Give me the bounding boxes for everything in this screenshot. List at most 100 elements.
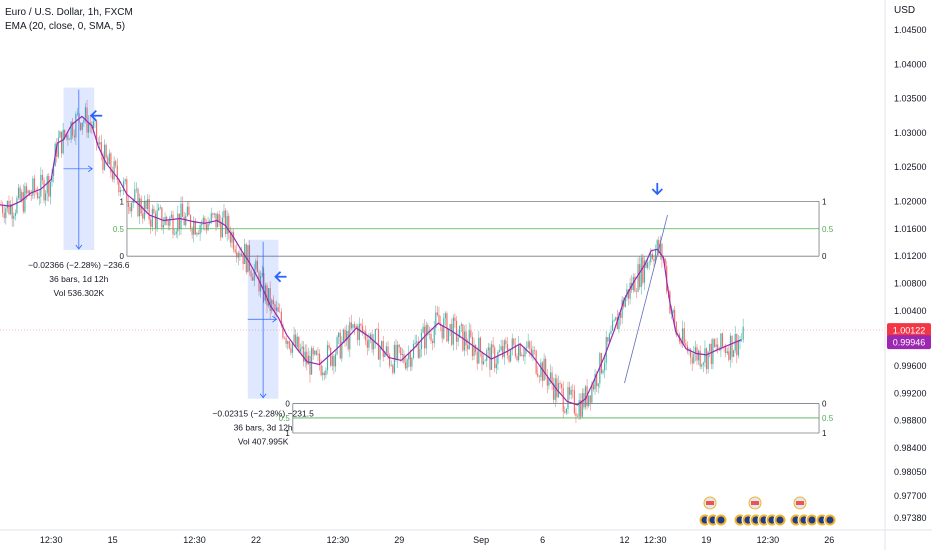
candle-body [497, 351, 499, 364]
candle-body [174, 234, 176, 235]
candle-body [713, 339, 716, 347]
candle-body [45, 193, 47, 201]
candle-body [435, 312, 437, 328]
candle-body [156, 210, 158, 229]
candle-body [471, 336, 474, 357]
candle-body [417, 341, 419, 358]
candle-body [476, 351, 478, 364]
candle-body [323, 372, 325, 376]
candle-body [634, 276, 636, 292]
candle-body [355, 326, 357, 328]
candle-body [178, 213, 180, 229]
candle-body [126, 179, 128, 203]
candle-body [282, 324, 284, 338]
measure-label: Vol 536.302K [54, 288, 105, 298]
fib-level-label-right: 0 [822, 252, 827, 261]
candle-body [379, 347, 381, 360]
candle-body [503, 340, 505, 358]
candle-body [369, 334, 372, 340]
candle-body [167, 221, 169, 226]
candle-body [533, 350, 536, 351]
candle-body [591, 384, 593, 403]
y-tick-label: 0.99200 [894, 388, 927, 398]
event-flag-us-stripe [796, 501, 804, 505]
candle-body [565, 409, 567, 413]
candle-body [5, 208, 7, 219]
candle-body [240, 253, 243, 256]
candle-body [65, 134, 67, 138]
candle-body [546, 374, 548, 386]
fib-level-label: 1 [285, 429, 290, 438]
candle-body [325, 370, 327, 376]
candle-body [242, 253, 244, 264]
candle-body [220, 221, 222, 238]
candle-body [656, 240, 658, 250]
candle-body [446, 313, 448, 342]
measure-arrowhead [259, 393, 267, 399]
candle-body [463, 331, 466, 351]
fib-zones: 1 1 0.5 0.5 0 0 0 0 0.5 0.5 1 1 [113, 197, 834, 438]
event-flag-us-stripe [706, 501, 714, 505]
x-tick-label: 26 [824, 535, 834, 545]
candle-body [608, 333, 610, 342]
candle-body [715, 344, 717, 347]
candle-body [363, 331, 365, 333]
y-tick-label: 1.01200 [894, 251, 927, 261]
candle-body [637, 264, 639, 292]
candle-body [693, 353, 695, 364]
candle-body [618, 313, 620, 330]
candle-body [88, 122, 90, 133]
candle-body [99, 142, 101, 145]
candle-body [519, 344, 521, 356]
candle-body [127, 202, 130, 207]
candle-body [95, 120, 98, 143]
candle-body [175, 231, 177, 235]
candle-body [336, 337, 338, 355]
arrow-left-icon [274, 271, 287, 283]
candle-body [247, 245, 249, 273]
candle-body [376, 329, 378, 330]
measure-label: −0.02315 (−2.28%) −231.5 [212, 409, 314, 419]
candle-body [213, 213, 216, 215]
candle-body [570, 389, 572, 395]
candle-body [269, 288, 271, 311]
candle-body [280, 311, 282, 325]
candle-body [385, 346, 388, 353]
candle-body [239, 252, 241, 256]
indicator-label: EMA (20, close, 0, SMA, 5) [5, 21, 126, 32]
event-flag-inner [776, 516, 784, 524]
candle-body [406, 359, 408, 369]
trend-line-segment [624, 214, 668, 384]
candle-body [70, 121, 72, 140]
y-tick-label: 0.97700 [894, 491, 927, 501]
candle-body [277, 307, 279, 312]
candle-body [561, 384, 563, 388]
candle-body [697, 350, 700, 361]
candle-body [371, 334, 373, 350]
candle-body [611, 320, 614, 331]
candle-body [224, 210, 227, 235]
candle-body [19, 187, 21, 201]
candle-body [428, 333, 431, 335]
candle-body [108, 153, 110, 165]
candle-body [6, 201, 8, 209]
candle-body [56, 143, 58, 157]
candle-body [129, 206, 131, 212]
candle-body [295, 334, 297, 347]
candle-body [664, 258, 666, 267]
candle-body [699, 350, 701, 367]
candle-body [742, 326, 744, 340]
candle-body [707, 351, 709, 370]
candle-body [236, 252, 238, 258]
candle-body [177, 213, 179, 232]
candle-body [309, 355, 311, 375]
candle-body [347, 330, 349, 350]
candle-body [554, 378, 556, 400]
candle-body [725, 347, 727, 354]
candle-body [207, 223, 209, 231]
candle-body [408, 352, 410, 360]
candle-body [121, 190, 123, 191]
measure-arrowhead [75, 244, 83, 250]
